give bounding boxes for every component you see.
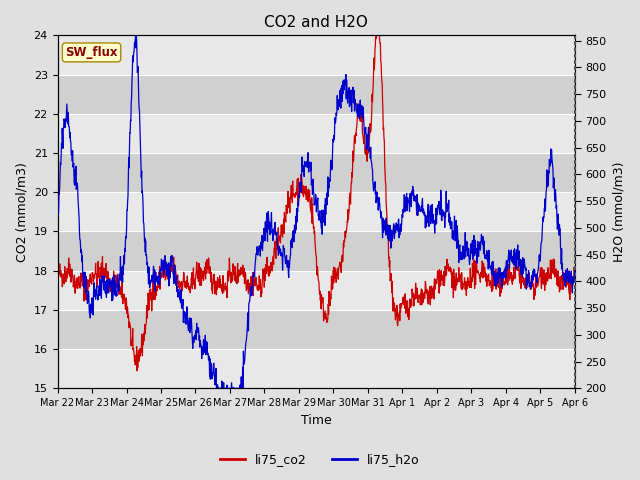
li75_h2o bbox=[397, 228, 404, 234]
li75_h2o bbox=[510, 262, 518, 268]
li75_h2o bbox=[571, 269, 579, 275]
Title: CO2 and H2O: CO2 and H2O bbox=[264, 15, 368, 30]
Bar bbox=[58, 310, 575, 349]
li75_h2o bbox=[212, 385, 220, 391]
Legend: li75_co2, li75_h2o: li75_co2, li75_h2o bbox=[215, 448, 425, 471]
Y-axis label: H2O (mmol/m3): H2O (mmol/m3) bbox=[612, 162, 625, 262]
Bar bbox=[58, 349, 575, 388]
Y-axis label: CO2 (mmol/m3): CO2 (mmol/m3) bbox=[15, 162, 28, 262]
li75_co2 bbox=[374, 20, 382, 25]
li75_co2 bbox=[133, 368, 141, 373]
li75_co2 bbox=[227, 280, 235, 286]
Bar bbox=[58, 231, 575, 271]
li75_co2 bbox=[54, 269, 61, 275]
li75_h2o bbox=[169, 262, 177, 267]
li75_co2 bbox=[571, 268, 579, 274]
li75_co2 bbox=[510, 264, 518, 270]
li75_co2 bbox=[397, 301, 404, 307]
li75_h2o bbox=[132, 33, 140, 38]
li75_h2o bbox=[465, 245, 472, 251]
Bar bbox=[58, 153, 575, 192]
Line: li75_co2: li75_co2 bbox=[58, 23, 575, 371]
li75_co2 bbox=[169, 263, 177, 268]
li75_h2o bbox=[157, 276, 164, 282]
Bar bbox=[58, 271, 575, 310]
Bar bbox=[58, 36, 575, 74]
Line: li75_h2o: li75_h2o bbox=[58, 36, 575, 388]
Text: SW_flux: SW_flux bbox=[65, 46, 118, 59]
X-axis label: Time: Time bbox=[301, 414, 332, 427]
li75_h2o bbox=[54, 218, 61, 224]
Bar bbox=[58, 192, 575, 231]
Bar bbox=[58, 74, 575, 114]
li75_co2 bbox=[465, 280, 472, 286]
li75_co2 bbox=[157, 275, 164, 280]
Bar bbox=[58, 114, 575, 153]
li75_h2o bbox=[227, 385, 235, 391]
